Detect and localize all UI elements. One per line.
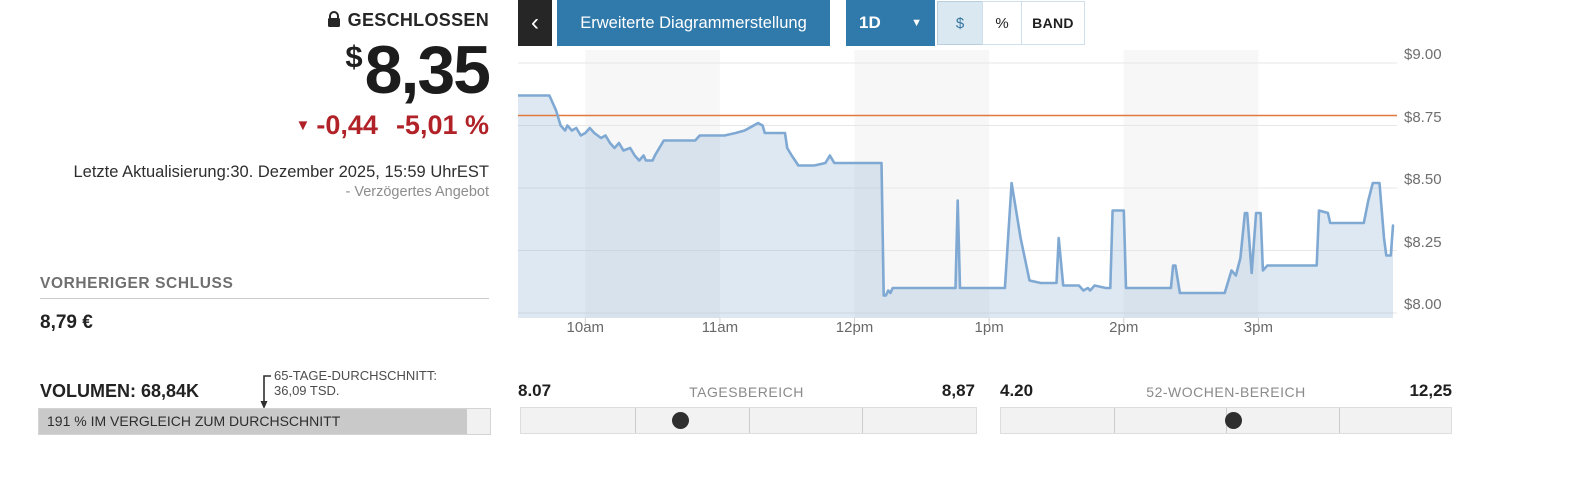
display-mode-switcher: $ % BAND xyxy=(937,1,1085,45)
mode-percent-button[interactable]: % xyxy=(982,1,1022,45)
lock-icon xyxy=(327,11,341,33)
time-range-value: 1D xyxy=(859,13,881,32)
back-button[interactable]: ‹ xyxy=(518,0,552,46)
range-tick xyxy=(862,408,864,433)
chevron-down-icon: ▼ xyxy=(911,17,922,29)
y-axis-label: $9.00 xyxy=(1404,46,1442,63)
day-range-high: 8,87 xyxy=(941,381,975,400)
range-tick xyxy=(634,408,636,433)
price-chart[interactable] xyxy=(518,46,1400,338)
price-value: 8,35 xyxy=(364,32,491,108)
x-axis-label: 12pm xyxy=(835,319,874,336)
range-tick xyxy=(1338,408,1340,433)
average-volume-line1: 65-TAGE-DURCHSCHNITT: xyxy=(274,368,437,383)
currency-symbol: $ xyxy=(345,39,363,74)
volume-label: VOLUMEN: 68,84K xyxy=(40,381,200,401)
52-week-range-title: 52-WOCHEN-BEREICH xyxy=(1146,384,1306,400)
volume-vs-average-bar: 191 % IM VERGLEICH ZUM DURCHSCHNITT xyxy=(38,408,491,435)
market-status: GESCHLOSSEN xyxy=(0,10,489,33)
mode-band-button[interactable]: BAND xyxy=(1021,1,1085,45)
market-status-label: GESCHLOSSEN xyxy=(347,10,489,30)
52-week-range-high: 12,25 xyxy=(1409,381,1452,400)
volume-bar-text: 191 % IM VERGLEICH ZUM DURCHSCHNITT xyxy=(47,413,341,429)
last-update: Letzte Aktualisierung:30. Dezember 2025,… xyxy=(73,163,490,181)
price-change: ▼ -0,44 -5,01 % xyxy=(0,110,489,141)
volume-bar-fill xyxy=(39,409,468,434)
x-axis-label: 3pm xyxy=(1243,319,1273,336)
session-band xyxy=(585,50,720,318)
average-volume-line2: 36,09 TSD. xyxy=(274,382,340,398)
x-axis-label: 10am xyxy=(566,319,605,336)
range-tick xyxy=(1113,408,1115,433)
session-band xyxy=(854,50,990,318)
delayed-quote-note: - Verzögertes Angebot xyxy=(345,184,490,200)
average-volume-note: 65-TAGE-DURCHSCHNITT: 36,09 TSD. xyxy=(274,368,437,398)
current-price: $8,35 xyxy=(0,36,491,104)
x-axis-label: 2pm xyxy=(1109,319,1139,336)
y-axis-label: $8.25 xyxy=(1404,233,1442,251)
mode-dollar-button[interactable]: $ xyxy=(937,1,983,45)
day-range-track xyxy=(520,407,977,434)
previous-close-value: 8,79 € xyxy=(40,312,93,333)
previous-close-label: VORHERIGER SCHLUSS xyxy=(40,275,234,292)
y-axis-label: $8.75 xyxy=(1404,108,1442,126)
y-axis-label: $8.50 xyxy=(1404,171,1442,188)
day-range-low: 8.07 xyxy=(518,381,552,400)
range-marker-dot xyxy=(1224,412,1242,429)
52-week-range-low: 4.20 xyxy=(1000,381,1034,400)
price-area-fill xyxy=(518,95,1393,318)
52-week-range-track xyxy=(1000,407,1452,434)
y-axis-label: $8.00 xyxy=(1404,296,1442,313)
x-axis-label: 1pm xyxy=(974,319,1004,336)
advanced-charting-button[interactable]: Erweiterte Diagrammerstellung xyxy=(557,0,830,46)
change-percent: -5,01 % xyxy=(395,110,489,140)
price-line xyxy=(518,94,1395,297)
change-absolute: -0,44 xyxy=(316,110,378,140)
divider xyxy=(40,298,489,299)
range-marker-dot xyxy=(672,412,690,429)
time-range-dropdown[interactable]: 1D ▼ xyxy=(846,0,935,46)
day-range-title: TAGESBEREICH xyxy=(689,384,804,400)
average-pointer-arrow-icon xyxy=(256,372,274,417)
down-arrow-icon: ▼ xyxy=(295,117,311,134)
range-tick xyxy=(748,408,750,433)
x-axis-label: 11am xyxy=(701,319,739,336)
